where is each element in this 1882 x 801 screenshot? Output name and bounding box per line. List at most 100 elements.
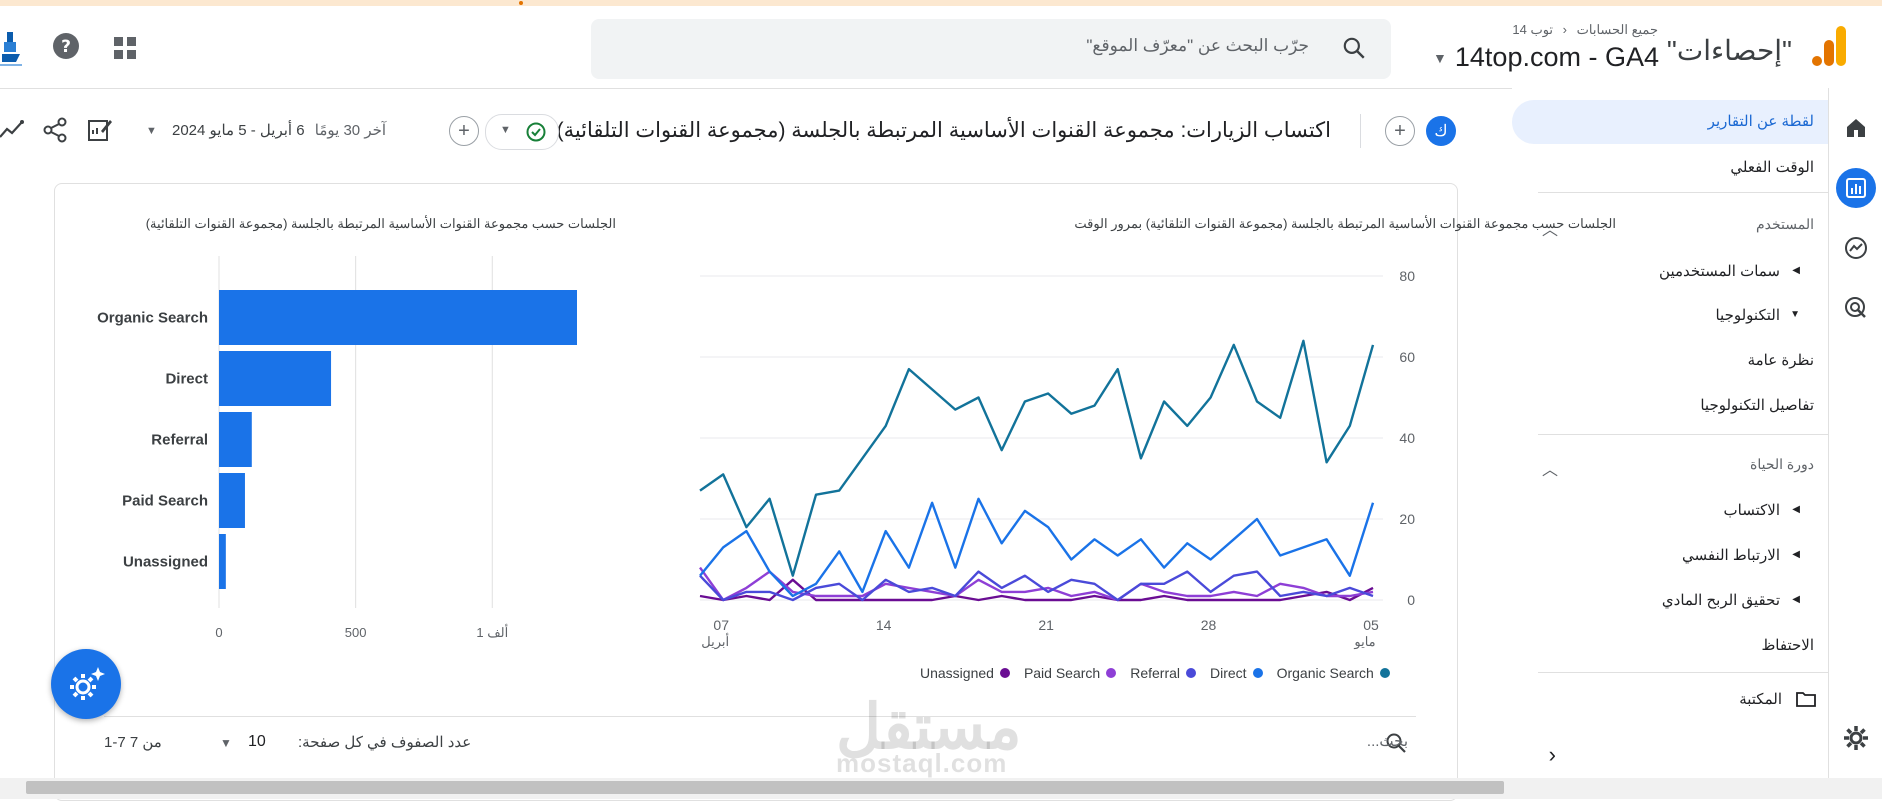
rows-per-page-select[interactable]: 10: [248, 733, 266, 750]
rows-per-page-label: عدد الصفوف في كل صفحة:: [298, 734, 472, 751]
collapse-sidebar-icon[interactable]: ‹: [1548, 742, 1556, 767]
line-chart-legend: Unassigned Paid Search Referral Direct Organ…: [920, 665, 1390, 681]
top-progress-strip: [0, 0, 1882, 6]
check-circle-icon: [526, 122, 546, 142]
legend-item[interactable]: Referral: [1130, 665, 1197, 681]
app-name: "إحصاءات": [1666, 35, 1792, 66]
line-series-organic-search[interactable]: [699, 339, 1375, 577]
table-search-input[interactable]: بحث...: [1366, 733, 1408, 750]
search-icon[interactable]: [1384, 731, 1408, 755]
legend-label: Unassigned: [920, 665, 994, 681]
bar[interactable]: [219, 290, 577, 345]
advertising-icon[interactable]: [1836, 288, 1876, 328]
home-icon[interactable]: [1836, 108, 1876, 148]
line-y-tick-label: 0: [1407, 592, 1415, 608]
chevron-down-icon[interactable]: ▼: [146, 125, 157, 137]
caret-left-icon: ◀: [1792, 265, 1800, 276]
line-x-tick-sublabel: مايو: [1353, 634, 1375, 650]
bar-category-label: Unassigned: [123, 554, 208, 571]
legend-label: Paid Search: [1023, 665, 1101, 681]
account-breadcrumb[interactable]: جميع الحسابات ‹ توب 14: [1512, 22, 1658, 38]
bar[interactable]: [219, 473, 245, 528]
settings-gear-icon[interactable]: [1836, 718, 1876, 758]
bar-category-label: Organic Search: [97, 310, 208, 327]
line-chart-title: الجلسات حسب مجموعة القنوات الأساسية المر…: [1074, 216, 1616, 231]
line-y-tick-label: 80: [1399, 268, 1415, 284]
date-range-selector[interactable]: آخر 30 يومًا 6 أبريل - 5 مايو 2024: [172, 121, 386, 139]
breadcrumb-separator-icon: ‹: [1562, 22, 1568, 37]
folder-icon: [1796, 692, 1816, 707]
sidebar-divider: [1538, 434, 1828, 435]
search-input[interactable]: [707, 35, 1311, 57]
sidebar-divider: [1538, 672, 1828, 673]
report-status-pill[interactable]: ▼: [485, 114, 559, 150]
date-range-value: 6 أبريل - 5 مايو 2024: [172, 122, 305, 139]
insights-icon[interactable]: [0, 117, 24, 143]
svg-text:?: ?: [61, 37, 71, 57]
customize-report-icon[interactable]: [87, 117, 113, 143]
legend-item[interactable]: Unassigned: [920, 665, 1010, 681]
analytics-logo-icon[interactable]: [1812, 26, 1848, 68]
legend-label: Direct: [1210, 665, 1247, 681]
legend-swatch: [1252, 668, 1263, 678]
legend-item[interactable]: Organic Search: [1277, 665, 1390, 681]
line-x-tick-label: 07: [713, 617, 729, 633]
line-series-unassigned[interactable]: [699, 578, 1374, 602]
legend-item[interactable]: Direct: [1210, 665, 1263, 681]
caret-left-icon: ◀: [1792, 549, 1800, 560]
bar-category-label: Referral: [151, 432, 208, 449]
line-x-tick-label: 05: [1363, 617, 1379, 633]
pagination-range: 1-7 من 7: [104, 734, 162, 751]
property-name: 14top.com - GA4: [1454, 42, 1659, 72]
line-series-direct[interactable]: [699, 497, 1375, 598]
line-y-tick-label: 20: [1399, 511, 1415, 527]
property-selector[interactable]: ▼ 14top.com - GA4: [1433, 42, 1659, 73]
line-series-paid-search[interactable]: [699, 566, 1374, 602]
add-report-button[interactable]: +: [449, 116, 479, 146]
legend-swatch: [1186, 668, 1197, 678]
bar-x-tick-label: 0: [215, 625, 222, 640]
sidebar-item-reports-snapshot[interactable]: لقطة عن التقارير: [1512, 100, 1828, 144]
apps-grid-icon[interactable]: [113, 36, 137, 60]
bar[interactable]: [219, 534, 226, 589]
legend-swatch: [1379, 668, 1390, 678]
bar-chart-title: الجلسات حسب مجموعة القنوات الأساسية المر…: [145, 216, 616, 231]
line-series-referral[interactable]: [699, 570, 1374, 602]
report-title: اكتساب الزيارات: مجموعة القنوات الأساسية…: [556, 119, 1331, 142]
ai-settings-fab[interactable]: [51, 649, 121, 719]
help-icon[interactable]: ?: [52, 32, 80, 60]
legend-item[interactable]: Paid Search: [1023, 665, 1117, 681]
line-x-tick-sublabel: أبريل: [701, 633, 729, 650]
partner-ship-icon[interactable]: [0, 28, 22, 68]
chevron-up-icon: ︿: [1542, 462, 1559, 479]
explore-icon[interactable]: [1836, 228, 1876, 268]
legend-label: Organic Search: [1276, 665, 1374, 681]
sidebar-divider: [1538, 192, 1828, 193]
search-icon[interactable]: [1341, 35, 1367, 61]
bar-x-tick-label: 1 ألف: [476, 624, 508, 640]
bar-category-label: Direct: [165, 371, 208, 388]
add-comparison-button[interactable]: +: [1385, 116, 1415, 146]
table-divider: [104, 716, 1416, 717]
bar[interactable]: [219, 351, 332, 406]
reports-icon[interactable]: [1836, 168, 1876, 208]
bar[interactable]: [219, 412, 252, 467]
search-bar[interactable]: [591, 19, 1391, 79]
legend-swatch: [999, 668, 1010, 678]
breadcrumb-all-accounts[interactable]: جميع الحسابات: [1576, 22, 1658, 37]
breadcrumb-account[interactable]: توب 14: [1512, 22, 1554, 37]
chevron-down-icon: ▼: [1433, 49, 1447, 66]
toolbar-divider: [1360, 114, 1361, 148]
horizontal-scrollbar-thumb[interactable]: [26, 781, 1504, 794]
line-y-tick-label: 40: [1399, 430, 1415, 446]
bar-x-tick-label: 500: [345, 625, 367, 640]
chevron-up-icon: ︿: [1542, 222, 1559, 239]
share-icon[interactable]: [42, 117, 68, 143]
chevron-down-icon[interactable]: ▼: [220, 736, 232, 750]
line-x-tick-label: 21: [1038, 617, 1054, 633]
line-x-tick-label: 14: [876, 617, 892, 633]
comparison-avatar[interactable]: ك: [1426, 116, 1456, 146]
sparkle-gear-icon: [70, 667, 105, 700]
